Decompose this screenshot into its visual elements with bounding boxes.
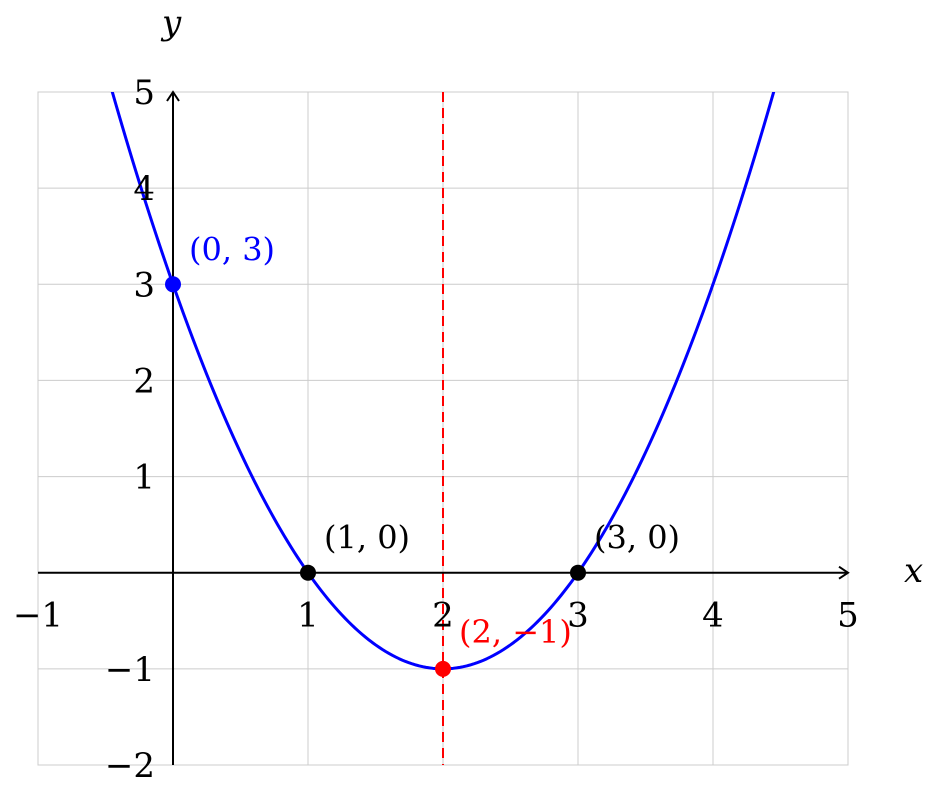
y-tick-label: 2 (133, 361, 155, 401)
y-tick-label: −1 (105, 650, 155, 690)
x-axis-arrow-icon (838, 565, 850, 580)
x-tick-label: 4 (702, 596, 724, 636)
y-axis-arrow-icon (166, 90, 180, 102)
point-marker (570, 564, 586, 581)
point-marker (300, 564, 316, 581)
x-axis-label: x (904, 551, 923, 591)
y-tick-label: 4 (133, 169, 155, 209)
tick-labels: −1 1 2 3 4 5 −2 −1 1 2 3 4 5 (13, 73, 859, 786)
points: (0, 3) (1, 0) (3, 0) (2, −1) (165, 230, 680, 677)
point-marker (435, 660, 451, 677)
y-tick-label: 1 (133, 458, 155, 498)
y-axis-label: y (160, 3, 182, 43)
point-label: (3, 0) (594, 519, 680, 557)
x-tick-label: −1 (13, 596, 63, 636)
x-tick-label: 1 (297, 596, 319, 636)
axes (38, 90, 850, 765)
x-tick-label: 3 (567, 596, 589, 636)
x-tick-label: 5 (837, 596, 859, 636)
y-tick-label: −2 (105, 746, 155, 786)
x-tick-label: 2 (432, 596, 454, 636)
point-label: (1, 0) (324, 519, 410, 557)
y-tick-label: 3 (133, 265, 155, 305)
point-label: (0, 3) (189, 230, 275, 268)
y-tick-label: 5 (133, 73, 155, 113)
point-marker (165, 276, 181, 293)
point-label: (2, −1) (459, 613, 572, 651)
